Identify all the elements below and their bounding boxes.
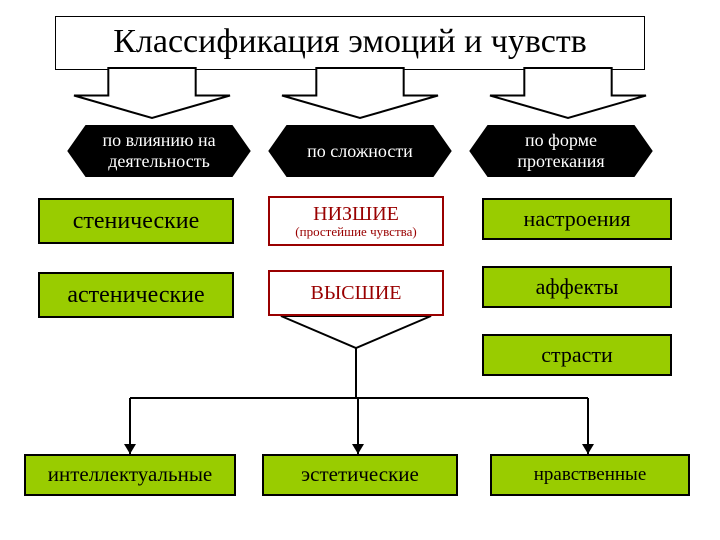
right-box-1: аффекты bbox=[482, 266, 672, 308]
box-label: астенические bbox=[67, 282, 204, 308]
box-label: НИЗШИЕ bbox=[313, 204, 399, 225]
box-label: аффекты bbox=[536, 275, 619, 299]
right-box-0: настроения bbox=[482, 198, 672, 240]
box-label: настроения bbox=[524, 207, 631, 231]
mid-box-1: ВЫСШИЕ bbox=[268, 270, 444, 316]
box-label: нравственные bbox=[534, 465, 647, 486]
category-hex-0: по влиянию на деятельность bbox=[66, 124, 252, 178]
box-label: интеллектуальные bbox=[48, 463, 213, 486]
left-box-0: стенические bbox=[38, 198, 234, 244]
category-hex-1: по сложности bbox=[267, 124, 453, 178]
box-label: ВЫСШИЕ bbox=[311, 283, 402, 304]
bottom-box-2: нравственные bbox=[490, 454, 690, 496]
category-hex-2: по форме протекания bbox=[468, 124, 654, 178]
box-label: страсти bbox=[541, 343, 613, 367]
box-label: эстетические bbox=[301, 463, 419, 486]
page-title: Классификация эмоций и чувств bbox=[55, 16, 645, 70]
mid-box-0: НИЗШИЕ(простейшие чувства) bbox=[268, 196, 444, 246]
category-hex-label: по влиянию на деятельность bbox=[66, 130, 252, 171]
top-arrow bbox=[74, 68, 230, 118]
top-arrow bbox=[490, 68, 646, 118]
bottom-box-0: интеллектуальные bbox=[24, 454, 236, 496]
top-arrow bbox=[282, 68, 438, 118]
bottom-box-1: эстетические bbox=[262, 454, 458, 496]
box-sublabel: (простейшие чувства) bbox=[295, 225, 416, 239]
title-text: Классификация эмоций и чувств bbox=[113, 23, 587, 60]
category-hex-label: по форме протекания bbox=[468, 130, 654, 171]
left-box-1: астенические bbox=[38, 272, 234, 318]
box-label: стенические bbox=[73, 208, 200, 234]
right-box-2: страсти bbox=[482, 334, 672, 376]
category-hex-label: по сложности bbox=[289, 141, 431, 162]
